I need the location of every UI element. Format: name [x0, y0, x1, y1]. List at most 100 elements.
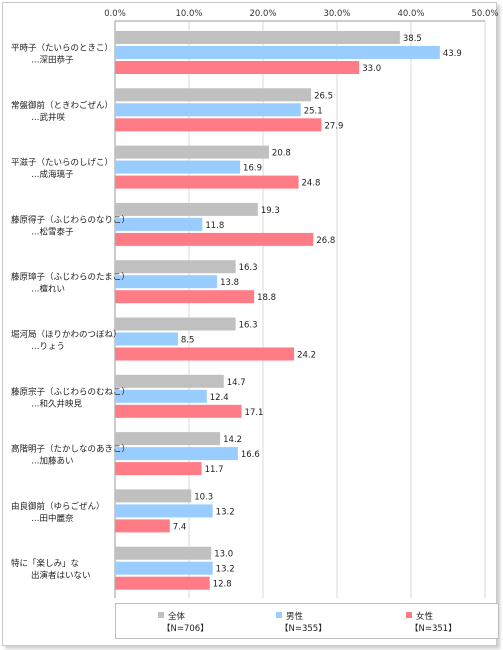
x-tick-label: 50.0% — [471, 9, 498, 19]
legend-series-name: 全体 — [168, 612, 186, 622]
category-label: 堀河局（ほりかわのつぼね） …りょう — [11, 329, 122, 352]
bar — [115, 46, 440, 59]
bar — [115, 145, 269, 159]
data-label: 11.8 — [205, 221, 224, 231]
data-label: 13.2 — [216, 507, 235, 517]
bar — [115, 175, 299, 189]
category-label-line: 藤原宗子（ふじわらのむねこ） — [11, 386, 130, 397]
category-label-line: …松雪泰子 — [31, 226, 74, 237]
x-tick-label: 10.0% — [175, 9, 202, 19]
category-label-line: …檀れい — [31, 284, 65, 295]
category-label: 高階明子（たかしなのあきこ）…加藤あい — [11, 444, 130, 467]
bar — [115, 332, 178, 346]
category-label-line: 藤原得子（ふじわらのなりこ） — [11, 214, 130, 225]
legend-swatch — [406, 612, 412, 618]
bar — [115, 576, 210, 590]
bar — [115, 504, 213, 518]
bar — [115, 389, 207, 403]
bar — [115, 103, 301, 117]
bar — [115, 202, 258, 216]
chart-frame: 0.0% 10.0% 20.0% 30.0% 40.0% 50.0% 38.5 43.9 33.… — [2, 2, 499, 646]
category-label: 平時子（たいらのときこ） …深田恭子 — [11, 43, 113, 66]
category-label: 藤原得子（ふじわらのなりこ）…松雪泰子 — [11, 214, 130, 237]
data-label: 16.9 — [243, 164, 262, 174]
category-label-line: …成海璃子 — [31, 169, 74, 180]
bar — [115, 232, 314, 246]
bar — [115, 260, 236, 274]
bar-chart: 0.0% 10.0% 20.0% 30.0% 40.0% 50.0% 38.5 43.9 33.… — [11, 9, 498, 598]
bar — [115, 61, 360, 74]
data-label: 38.5 — [403, 34, 422, 44]
bar — [115, 447, 238, 461]
data-label: 13.2 — [216, 565, 235, 575]
bar — [115, 160, 241, 174]
category-label-line: …武井咲 — [31, 112, 66, 123]
data-label: 19.3 — [261, 206, 280, 216]
data-label: 25.1 — [304, 106, 323, 116]
category-label-line: …深田恭子 — [31, 56, 74, 66]
data-label: 26.5 — [314, 91, 333, 101]
x-tick-label: 40.0% — [397, 9, 424, 19]
data-label: 26.8 — [316, 236, 335, 246]
category-label-line: 出演者はいない — [31, 570, 91, 581]
bar — [115, 561, 213, 575]
data-label: 43.9 — [443, 49, 462, 59]
category-label-line: 平時子（たいらのときこ） — [11, 43, 113, 54]
x-tick-label: 30.0% — [323, 9, 350, 19]
bar — [115, 290, 255, 304]
x-tick-label: 20.0% — [249, 9, 276, 19]
data-label: 24.8 — [302, 179, 321, 189]
bar — [115, 118, 322, 132]
data-label: 12.4 — [210, 393, 229, 403]
bar — [115, 404, 242, 418]
data-label: 14.2 — [223, 435, 242, 445]
category-label-line: 高階明子（たかしなのあきこ） — [11, 444, 130, 455]
bar — [115, 88, 312, 102]
bar — [115, 432, 221, 446]
bar — [115, 546, 212, 560]
data-label: 13.8 — [220, 278, 239, 288]
bar — [115, 519, 170, 533]
data-label: 33.0 — [362, 64, 381, 74]
category-label-line: 特に「楽しみ」な — [11, 558, 79, 569]
data-label: 24.2 — [297, 351, 316, 361]
bar — [115, 374, 224, 388]
legend-swatch — [158, 612, 164, 618]
legend-sample-size: 【N=706】 — [162, 624, 209, 634]
x-tick-label: 0.0% — [104, 9, 126, 19]
bar — [115, 462, 202, 476]
category-label-line: 常盤御前（ときわごぜん） — [11, 100, 113, 111]
legend-sample-size: 【N=351】 — [410, 624, 457, 634]
legend: 全体 【N=706】 男性 【N=355】 女性 【N=351】 — [115, 603, 499, 639]
bar — [115, 217, 203, 231]
bar — [115, 347, 295, 361]
data-label: 7.4 — [173, 522, 187, 532]
category-label-line: …加藤あい — [31, 456, 74, 467]
category-label: 藤原璋子（ふじわらのたまこ）…檀れい — [11, 272, 130, 295]
legend-series-name: 男性 — [286, 612, 304, 622]
data-label: 16.3 — [239, 321, 258, 331]
category-label: 由良御前（ゆらごぜん）…田中麗奈 — [11, 501, 105, 524]
legend-swatch — [276, 612, 282, 618]
data-label: 11.7 — [205, 465, 224, 475]
category-label-line: …りょう — [31, 342, 65, 352]
bar — [115, 317, 236, 331]
legend-sample-size: 【N=355】 — [280, 624, 327, 634]
data-label: 17.1 — [245, 408, 264, 418]
data-label: 16.3 — [239, 263, 258, 273]
category-label-line: 由良御前（ゆらごぜん） — [11, 501, 105, 512]
data-label: 20.8 — [272, 149, 291, 159]
category-label-line: …和久井映見 — [31, 398, 83, 409]
data-label: 18.8 — [257, 293, 276, 303]
bar — [115, 275, 218, 289]
data-label: 16.6 — [241, 450, 260, 460]
category-label: 平滋子（たいらのしげこ）…成海璃子 — [11, 157, 113, 180]
data-label: 13.0 — [214, 550, 233, 560]
category-label-line: …田中麗奈 — [31, 513, 74, 524]
data-label: 10.3 — [194, 492, 213, 502]
data-label: 12.8 — [213, 580, 232, 590]
category-label-line: 堀河局（ほりかわのつぼね） — [11, 329, 122, 340]
category-label: 常盤御前（ときわごぜん）…武井咲 — [11, 100, 113, 123]
data-label: 27.9 — [324, 121, 343, 131]
bar — [115, 31, 400, 44]
